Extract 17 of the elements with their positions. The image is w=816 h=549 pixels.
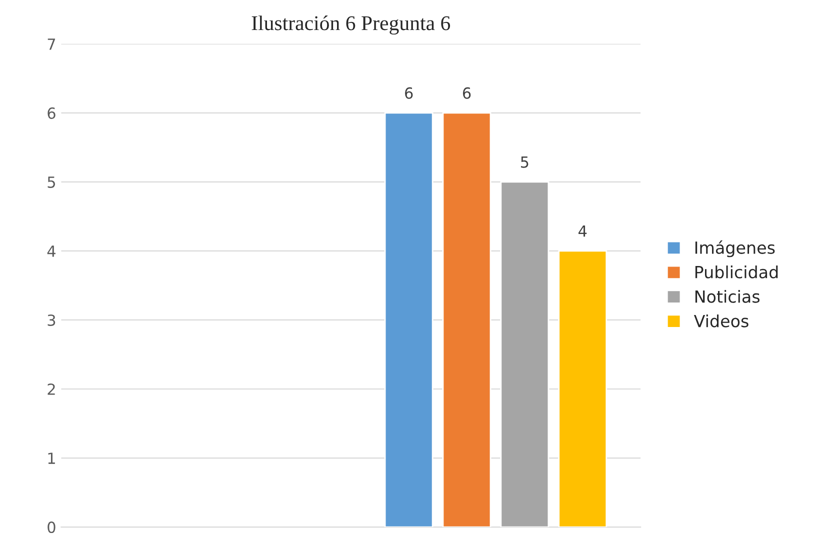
y-tick-label: 7 [48,38,56,50]
data-label: 5 [521,156,528,168]
legend-label: Imágenes [695,240,775,258]
data-label: 6 [405,87,413,99]
y-tick-label: 3 [48,314,56,326]
legend-label: Publicidad [695,266,778,278]
y-tick-label: 2 [48,383,55,395]
data-label: 4 [578,226,587,237]
chart-title: Ilustración 6 Pregunta 6 [252,16,450,35]
legend-label: Noticias [695,290,760,303]
data-label: 6 [462,87,471,99]
y-tick-label: 6 [48,107,56,119]
y-tick-label: 5 [48,176,56,188]
y-tick-label: 1 [48,452,55,464]
y-tick-label: 0 [48,522,56,534]
legend-label: Videos [694,314,748,328]
y-tick-label: 4 [47,246,56,257]
